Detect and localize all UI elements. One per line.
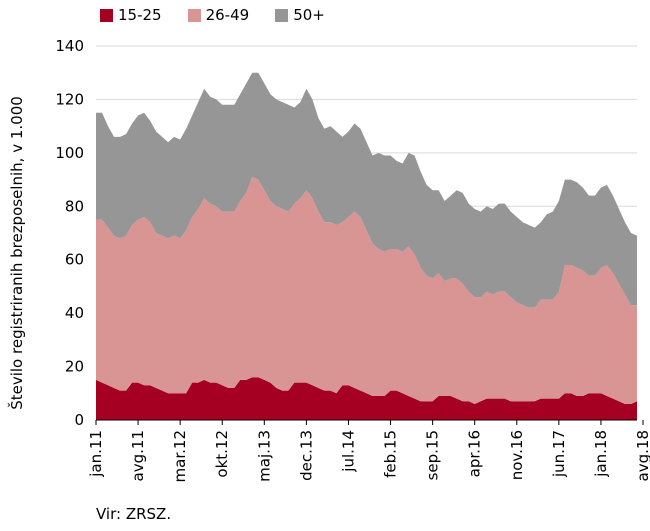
x-tick-label: jul.14 [339, 430, 357, 473]
x-tick-label: sep.15 [424, 430, 442, 480]
y-tick-label: 140 [55, 37, 84, 55]
x-tick-label: avg.11 [129, 430, 147, 481]
y-axis-ticks: 0 20 40 60 80 100 120 140 [55, 37, 84, 429]
y-tick-label: 40 [65, 304, 84, 322]
legend-swatch-50plus [275, 8, 289, 22]
series-areas [96, 72, 637, 420]
area-series-50plus [96, 72, 637, 308]
area-series-26-49 [96, 176, 637, 404]
x-tick-label: jan.11 [87, 430, 105, 478]
legend-swatch-26-49 [187, 8, 201, 22]
y-axis-label: Število registriranih brezposelnih, v 1.… [7, 96, 26, 410]
x-axis-ticks: jan.11 avg.11 mar.12 okt.12 maj.13 dec.13 jul.… [87, 420, 650, 482]
x-tick-label: okt.12 [213, 430, 231, 478]
x-tick-label: dec.13 [297, 430, 315, 481]
y-tick-label: 80 [65, 197, 84, 215]
source-note: Vir: ZRSZ. [96, 505, 172, 523]
x-tick-label: jan.18 [592, 430, 610, 478]
legend-label-50plus: 50+ [293, 6, 325, 24]
legend-item-26-49: 26-49 [187, 6, 250, 24]
y-tick-label: 20 [65, 358, 84, 376]
x-tick-label: nov.16 [508, 430, 526, 480]
y-tick-label: 120 [55, 90, 84, 108]
x-tick-label: feb.15 [382, 430, 400, 478]
x-tick-label: jun.17 [550, 430, 568, 478]
x-tick-label: avg.18 [634, 430, 650, 481]
area-series-15-25 [96, 377, 637, 420]
x-tick-label: mar.12 [171, 430, 189, 482]
legend-label-26-49: 26-49 [205, 6, 250, 24]
x-tick-label: apr.16 [466, 430, 484, 477]
legend: 15-25 26-49 50+ [100, 6, 325, 24]
y-tick-label: 60 [65, 251, 84, 269]
legend-swatch-15-25 [100, 8, 113, 22]
legend-label-15-25: 15-25 [118, 6, 162, 24]
y-tick-label: 0 [74, 411, 84, 429]
y-tick-label: 100 [55, 144, 84, 162]
legend-item-50plus: 50+ [275, 6, 325, 24]
legend-item-15-25: 15-25 [100, 6, 162, 24]
x-tick-label: maj.13 [255, 430, 273, 482]
